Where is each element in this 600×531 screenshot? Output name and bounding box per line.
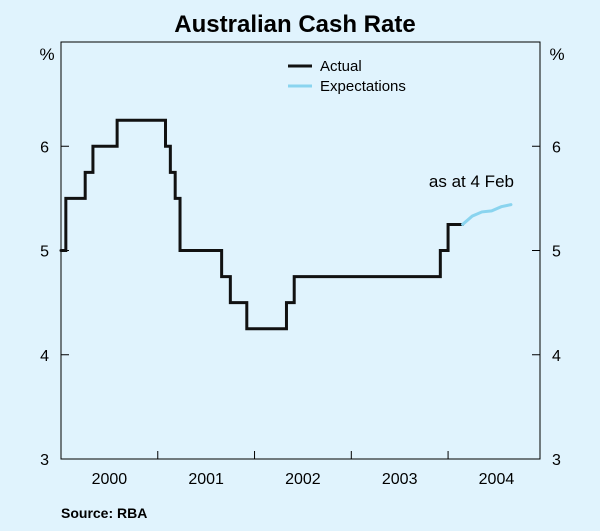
x-axis: 2000 2001 2002 2003 2004 — [92, 451, 515, 488]
x-tick-label: 2000 — [92, 471, 128, 488]
y-axis-right: 3 4 5 6 — [532, 139, 561, 469]
series-line-actual — [59, 118, 465, 331]
x-tick-label: 2001 — [188, 471, 224, 488]
y-tick-right-label: 6 — [552, 139, 561, 156]
y-tick-left-label: 4 — [40, 348, 49, 365]
legend: Actual Expectations — [288, 58, 406, 95]
y-axis-left: 3 4 5 6 — [40, 139, 69, 469]
y-tick-left-label: 6 — [40, 139, 49, 156]
plot-frame — [60, 41, 541, 460]
legend-label-expectations: Expectations — [320, 78, 406, 95]
y-unit-right: % — [549, 45, 564, 64]
annotation-as-at: as at 4 Feb — [429, 172, 514, 191]
y-tick-right-label: 5 — [552, 244, 561, 261]
y-unit-left: % — [39, 45, 54, 64]
x-tick-label: 2003 — [382, 471, 418, 488]
series-line-expectations — [461, 203, 513, 226]
x-tick-label: 2004 — [479, 471, 515, 488]
series-layer — [59, 118, 513, 331]
y-tick-left-label: 5 — [40, 244, 49, 261]
x-tick-label: 2002 — [285, 471, 321, 488]
source-note: Source: RBA — [61, 505, 147, 521]
y-tick-left-label: 3 — [40, 452, 49, 469]
y-tick-right-label: 3 — [552, 452, 561, 469]
y-tick-right-label: 4 — [552, 348, 561, 365]
chart-title: Australian Cash Rate — [174, 11, 415, 38]
legend-label-actual: Actual — [320, 58, 362, 75]
